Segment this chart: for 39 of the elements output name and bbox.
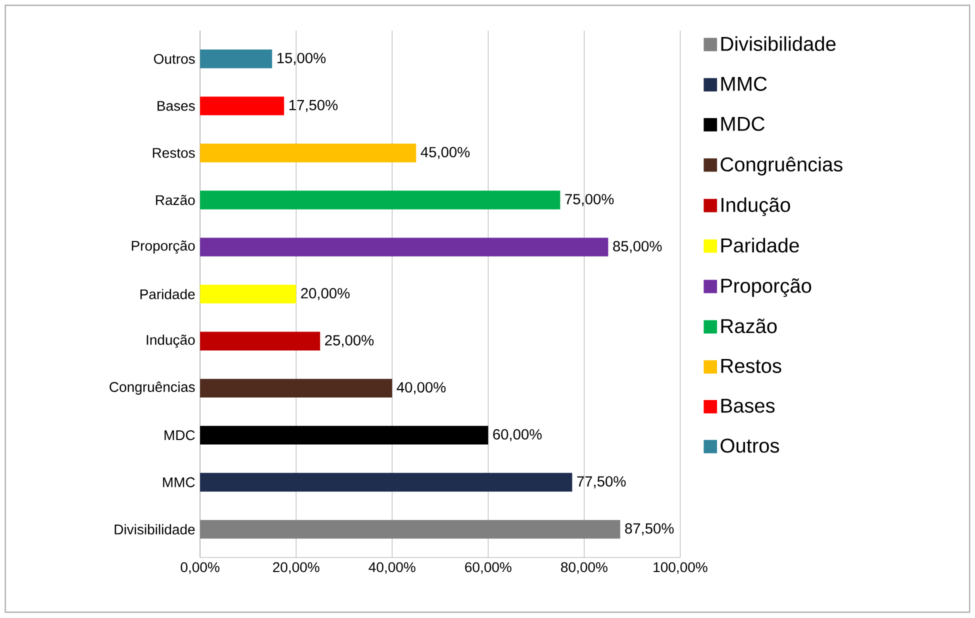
- y-tick-label: Proporção: [132, 240, 195, 254]
- x-tick-label: 100,00%: [654, 562, 708, 574]
- x-tick-label: 20,00%: [273, 562, 320, 574]
- y-tick-label: Divisibilidade: [114, 524, 195, 535]
- y-tick-label: Indução: [146, 334, 195, 348]
- legend-label: Bases: [721, 399, 775, 414]
- y-tick-label: MMC: [163, 478, 195, 488]
- y-tick-label: Restos: [152, 148, 195, 158]
- legend-label: Proporção: [721, 278, 812, 298]
- legend-label: Paridade: [721, 238, 799, 253]
- data-label: 87,50%: [625, 523, 674, 536]
- data-label: 77,50%: [577, 476, 626, 489]
- data-label: 60,00%: [493, 429, 542, 442]
- y-tick-label: MDC: [164, 430, 195, 440]
- legend-label: MDC: [721, 116, 764, 132]
- y-tick-label: Razão: [156, 195, 195, 206]
- data-label: 85,00%: [613, 241, 662, 254]
- x-tick-label: 80,00%: [561, 562, 608, 574]
- legend-label: Restos: [721, 359, 782, 374]
- data-label: 40,00%: [396, 382, 446, 394]
- data-label: 25,00%: [325, 335, 374, 348]
- x-tick-label: 0,00%: [180, 562, 220, 574]
- y-tick-label: Bases: [158, 101, 195, 112]
- legend-label: Razão: [721, 318, 777, 334]
- legend-label: MMC: [721, 77, 767, 92]
- y-tick-label: Paridade: [140, 289, 195, 300]
- legend-label: Indução: [722, 198, 790, 216]
- legend-label: Congruências: [720, 156, 842, 176]
- y-tick-label: Outros: [154, 54, 195, 64]
- data-label: 20,00%: [301, 288, 350, 300]
- legend-label: Divisibilidade: [721, 36, 836, 52]
- x-tick-label: 40,00%: [368, 562, 416, 574]
- data-label: 15,00%: [277, 53, 326, 66]
- x-tick-label: 60,00%: [465, 562, 512, 574]
- data-label: 45,00%: [420, 147, 470, 160]
- y-tick-label: Congruências: [110, 382, 195, 395]
- data-label: 75,00%: [565, 194, 614, 206]
- legend-label: Outros: [720, 438, 780, 453]
- data-label: 17,50%: [289, 100, 338, 112]
